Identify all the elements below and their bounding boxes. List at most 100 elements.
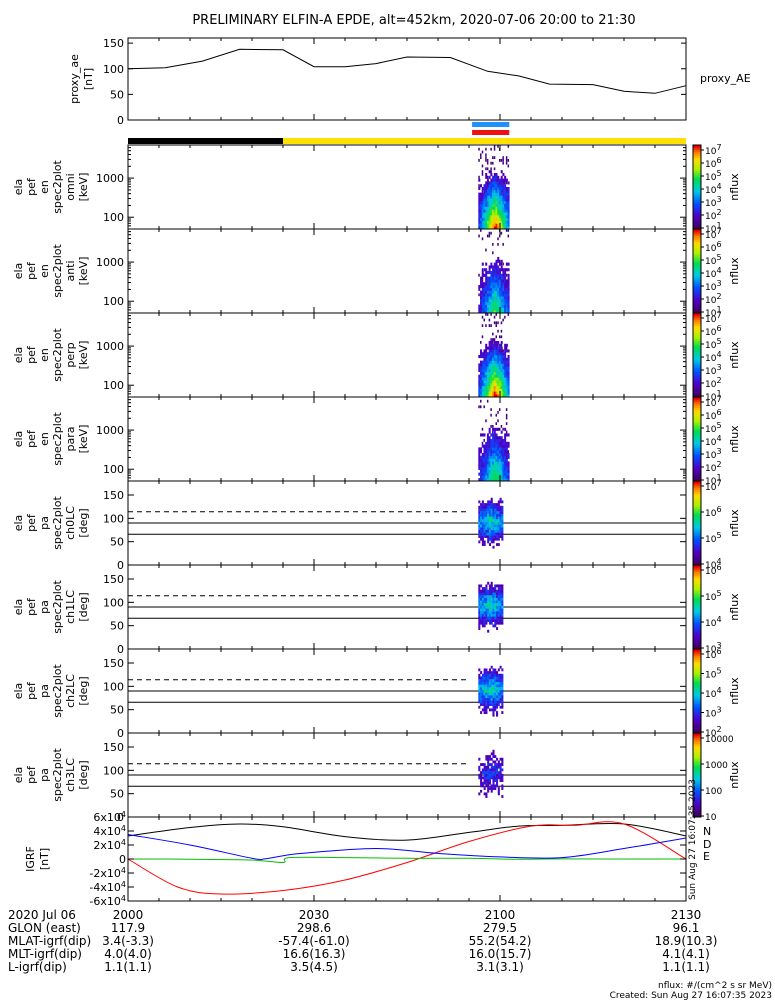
spectrogram-cell (478, 467, 481, 471)
spectrogram-cell (478, 374, 481, 378)
spectrogram-cell (505, 293, 508, 297)
pitch-angle-cell (496, 692, 499, 696)
pitch-angle-cell (488, 513, 491, 517)
pitch-angle-cell (501, 589, 504, 593)
y-tick-label: 150 (103, 657, 124, 670)
spectrogram-cell (504, 220, 507, 224)
spectrogram-cell (481, 173, 484, 176)
spectrogram-cell (492, 467, 495, 471)
spectrogram-cell (492, 436, 495, 440)
pitch-angle-cell (496, 527, 499, 530)
spectrogram-cell (478, 394, 481, 398)
pitch-angle-cell (487, 537, 490, 541)
colorbar-cell (693, 798, 701, 801)
spectrogram-cell (486, 366, 489, 370)
pitch-angle-cell (501, 535, 504, 538)
colorbar-cell (693, 348, 701, 352)
spectrogram-cell (492, 388, 495, 392)
colorbar-cell (693, 504, 701, 507)
pitch-angle-cell (487, 589, 490, 593)
spectrogram-cell (497, 201, 500, 205)
colorbar-cell (693, 178, 701, 182)
spectrogram-cell (488, 430, 491, 434)
spectrogram-cell (504, 198, 507, 202)
colorbar-cell (693, 527, 701, 530)
spectrogram-cell (505, 371, 508, 375)
spectrogram-cell (490, 349, 493, 353)
spectrogram-cell (483, 299, 486, 303)
colorbar-cell (693, 338, 701, 341)
y-tick-label: 100 (103, 463, 124, 476)
pitch-angle-cell (488, 521, 491, 525)
pitch-angle-cell (480, 605, 483, 609)
pitch-angle-cell (497, 692, 500, 696)
pitch-angle-cell (490, 768, 493, 772)
spectrogram-cell (504, 178, 507, 182)
colorbar-cell (693, 233, 701, 236)
spectrogram-cell (502, 293, 505, 297)
colorbar-cell (693, 628, 701, 631)
spectrogram-cell (507, 285, 510, 289)
pitch-angle-cell (480, 600, 483, 604)
spectrogram-cell (488, 310, 491, 314)
spectrogram-cell (488, 181, 491, 185)
spectrogram-cell (480, 293, 483, 297)
spectrogram-cell (481, 469, 484, 473)
spectrogram-cell (480, 366, 483, 370)
spectrogram-cell (502, 201, 505, 205)
colorbar-cell (693, 653, 701, 656)
pitch-angle-cell (490, 671, 493, 674)
colorbar-cell (693, 772, 701, 776)
pitch-angle-cell (488, 687, 491, 690)
colorbar-cell (693, 598, 701, 602)
spectrogram-cell (480, 217, 483, 221)
spectrogram-cell (495, 413, 498, 417)
spectrogram-cell (498, 293, 501, 297)
pitch-angle-cell (496, 673, 499, 677)
pitch-angle-cell (490, 513, 493, 517)
pitch-angle-cell (483, 521, 486, 525)
y-tick-label: 0 (117, 727, 124, 740)
pitch-angle-cell (490, 613, 493, 617)
spectrogram-cell (495, 301, 498, 305)
spectrogram-cell (507, 374, 510, 378)
spectrogram-cell (500, 282, 503, 286)
spectrogram-cell (502, 287, 505, 291)
spectrogram-cell (483, 455, 486, 459)
colorbar-cell (693, 388, 701, 392)
y-label: IGRF (24, 846, 37, 872)
spectrogram-cell (493, 187, 496, 191)
spectrogram-cell (481, 472, 484, 476)
pitch-angle-cell (481, 619, 484, 622)
y-label: [keV] (77, 341, 90, 370)
spectrogram-cell (493, 371, 496, 375)
pitch-angle-cell (499, 779, 502, 782)
pitch-angle-cell (480, 505, 483, 509)
ephemeris-value: 3.4(-3.3) (102, 934, 154, 948)
ephemeris-value: 4.0(4.0) (104, 947, 152, 961)
spectrogram-cell (493, 310, 496, 314)
spectrogram-cell (478, 287, 481, 291)
pitch-angle-cell (481, 624, 484, 628)
pitch-angle-cell (494, 779, 497, 782)
colorbar-cell (693, 510, 701, 513)
colorbar-cell (693, 300, 701, 303)
pitch-angle-cell (481, 537, 484, 541)
spectrogram-cell (497, 357, 500, 361)
pitch-angle-cell (488, 543, 491, 546)
spectrogram-cell (488, 360, 491, 364)
spectrogram-cell (486, 391, 489, 395)
colorbar-cell (693, 189, 701, 192)
pitch-angle-cell (485, 771, 488, 774)
spectrogram-cell (500, 201, 503, 205)
colorbar-cell (693, 693, 701, 696)
spectrogram-cell (485, 394, 488, 398)
pitch-angle-cell (483, 676, 486, 680)
spectrogram-cell (495, 226, 498, 230)
pitch-angle-cell (499, 516, 502, 520)
spectrogram-cell (500, 170, 503, 174)
pitch-angle-cell (497, 773, 500, 777)
pitch-angle-cell (481, 521, 484, 525)
spectrogram-cell (507, 369, 510, 373)
colorbar-cell (693, 655, 701, 658)
